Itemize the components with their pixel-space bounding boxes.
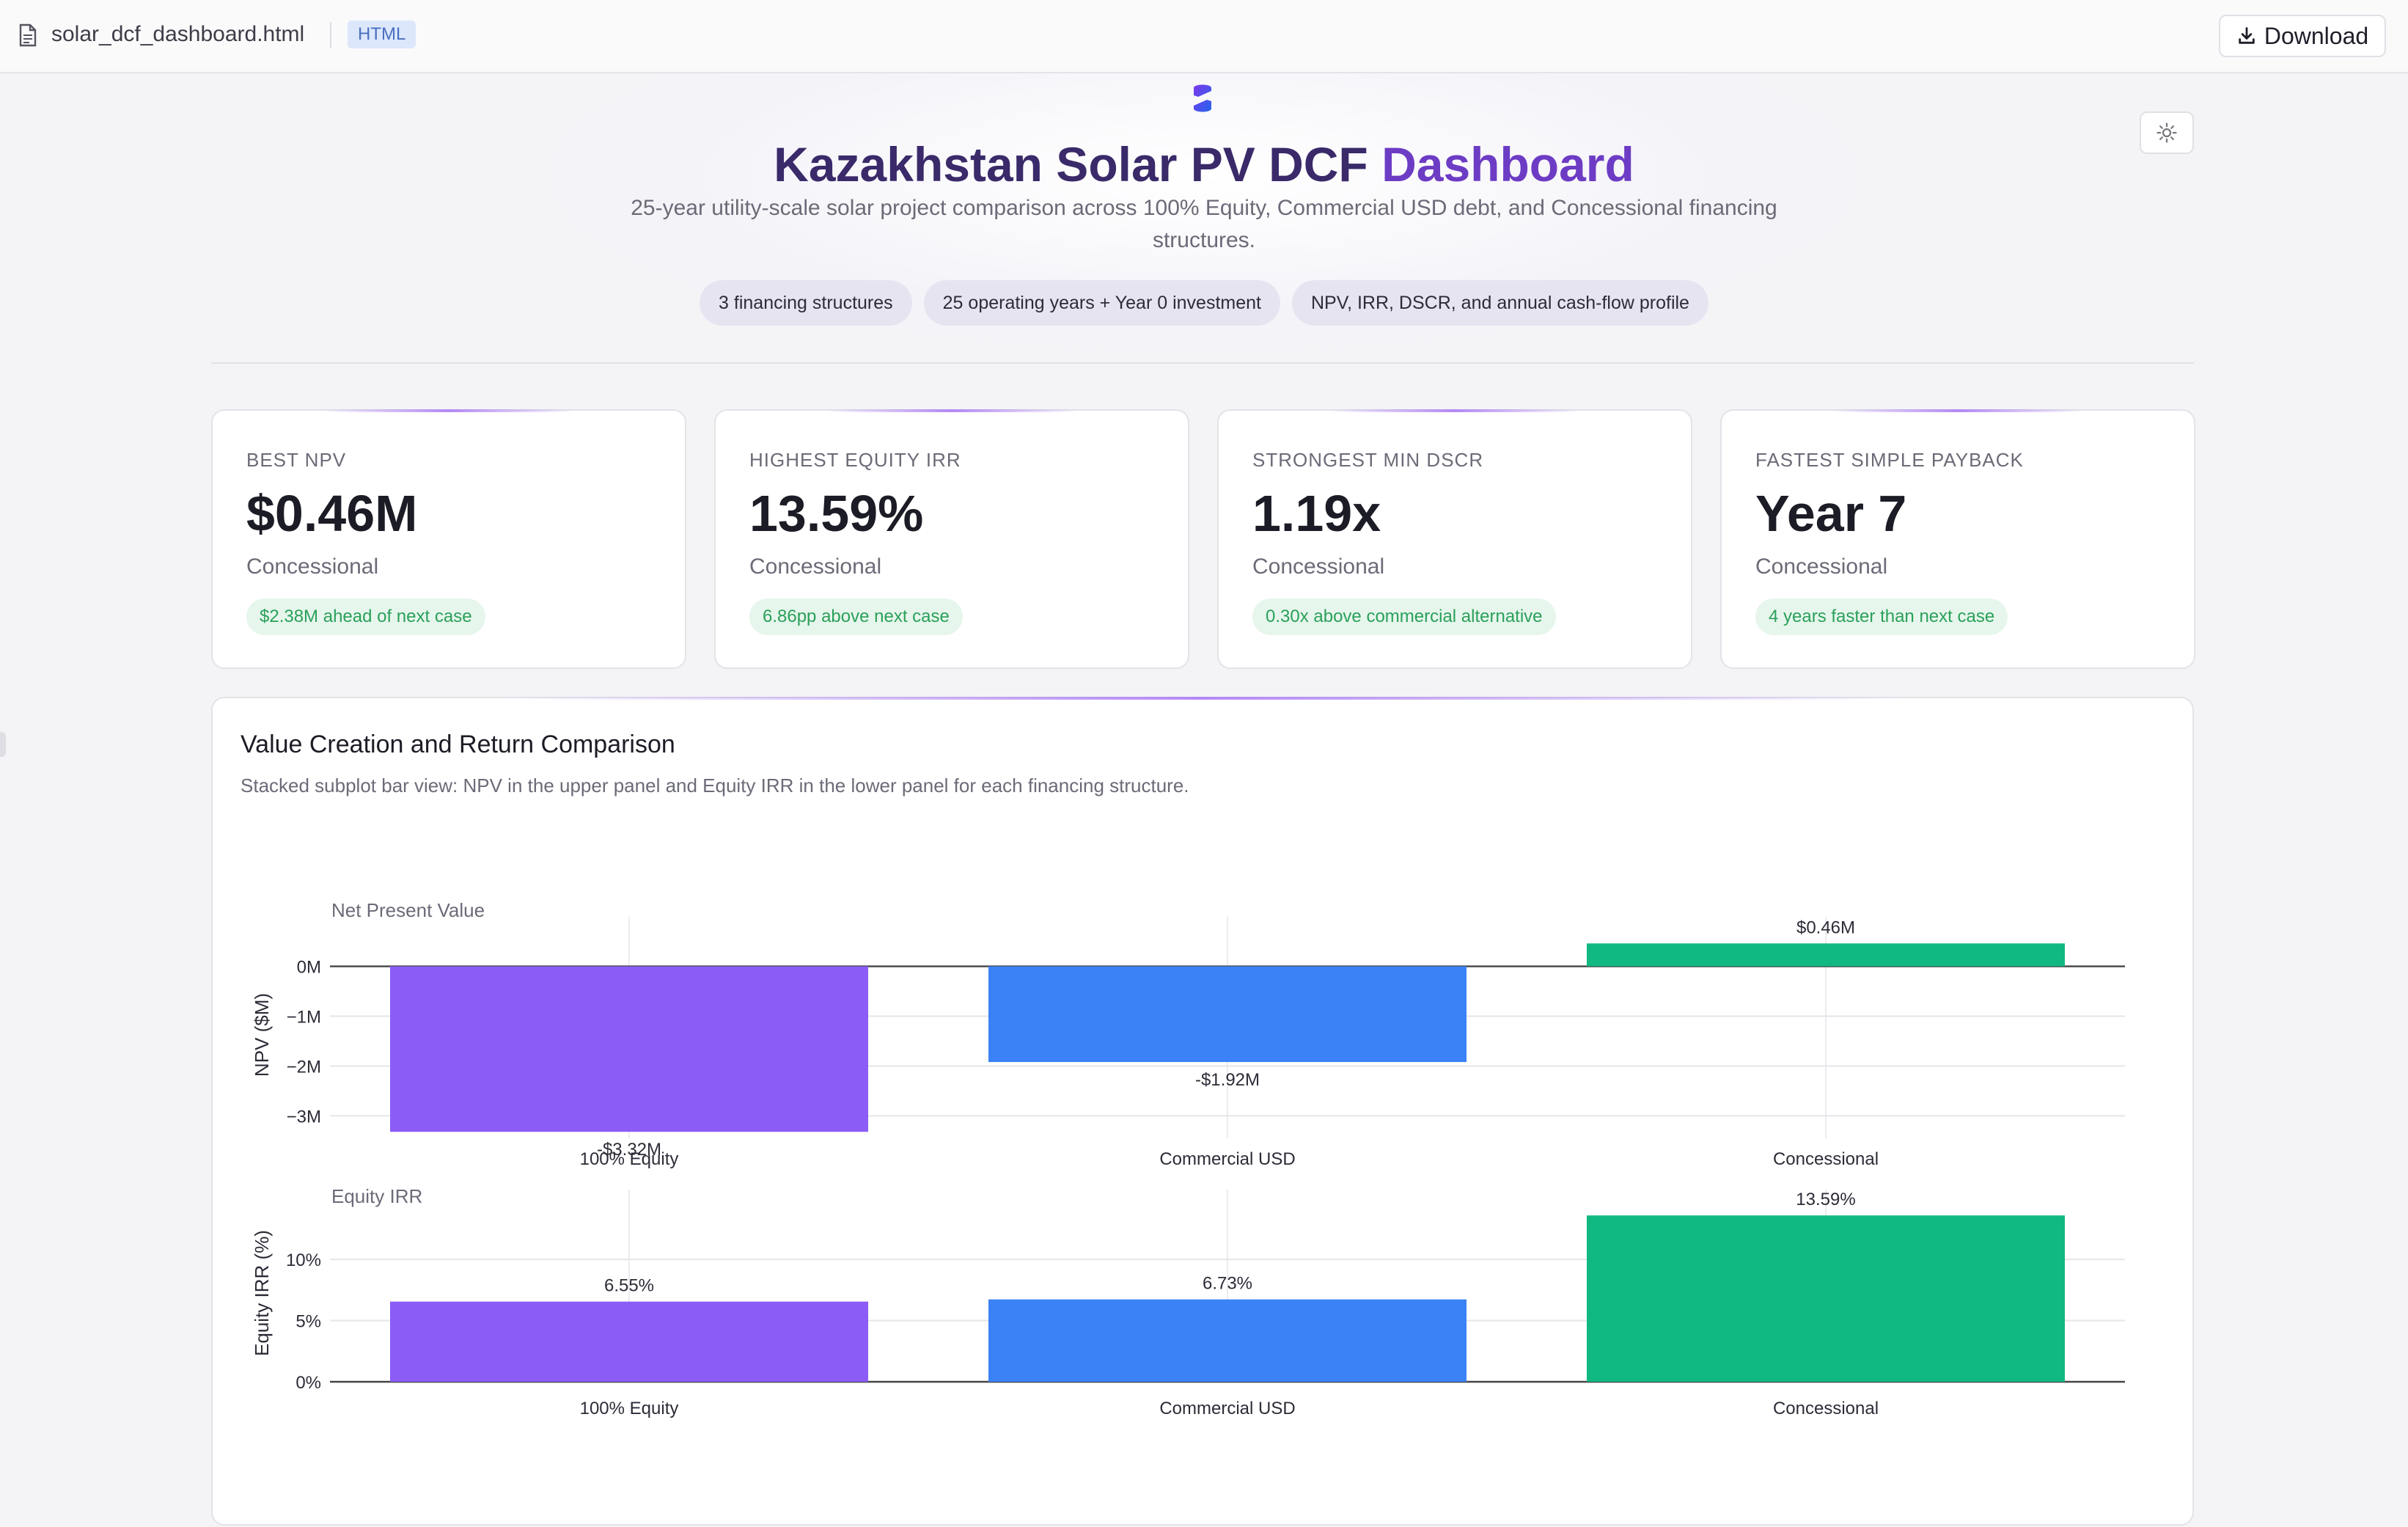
x-tick-label: Concessional <box>1773 1149 1879 1169</box>
kpi-subtitle: Concessional <box>749 554 882 579</box>
header-background <box>0 73 2408 381</box>
x-tick-label: 100% Equity <box>580 1149 679 1169</box>
bar-commercial-usd <box>988 1299 1467 1382</box>
data-label: 6.55% <box>604 1276 654 1296</box>
download-icon <box>2239 27 2255 44</box>
y-tick-label: −1M <box>287 1008 321 1028</box>
y-tick-label: −3M <box>287 1107 321 1127</box>
page-title: Kazakhstan Solar PV DCF Dashboard <box>0 136 2408 192</box>
chart-panel-description: Stacked subplot bar view: NPV in the upp… <box>241 775 1189 797</box>
kpi-subtitle: Concessional <box>246 554 379 579</box>
kpi-delta-badge: 6.86pp above next case <box>749 598 963 635</box>
file-icon <box>19 23 37 47</box>
data-label: 6.73% <box>1203 1274 1252 1294</box>
chart-svg[interactable]: Net Present Value NPV ($M) 0M −1M −2M −3M -$3.… <box>213 698 2195 1527</box>
download-label: Download <box>2264 22 2369 49</box>
data-label: 13.59% <box>1796 1190 1855 1209</box>
x-tick-label: Commercial USD <box>1159 1399 1295 1418</box>
chip-structures: 3 financing structures <box>700 280 912 326</box>
chip-years: 25 operating years + Year 0 investment <box>923 280 1280 326</box>
bar-commercial-usd <box>988 966 1467 1063</box>
kpi-delta-badge: 4 years faster than next case <box>1755 598 2008 635</box>
side-drawer-handle[interactable] <box>0 732 6 757</box>
header-divider <box>211 362 2194 364</box>
kpi-card-highest-irr: HIGHEST EQUITY IRR 13.59% Concessional 6… <box>714 409 1189 669</box>
data-label: -$1.92M <box>1195 1070 1260 1090</box>
kpi-subtitle: Concessional <box>1252 554 1385 579</box>
theme-toggle-button[interactable] <box>2140 111 2194 154</box>
title-main: Kazakhstan Solar PV DCF <box>774 137 1382 191</box>
chart-panel-title: Value Creation and Return Comparison <box>241 730 675 758</box>
chart-panel: Value Creation and Return Comparison Sta… <box>211 697 2194 1526</box>
y-tick-label: 0M <box>297 958 321 978</box>
y-axis-label: Equity IRR (%) <box>251 1230 273 1356</box>
bar-100-equity <box>390 966 868 1132</box>
summary-chips: 3 financing structures 25 operating year… <box>0 280 2408 326</box>
file-type-badge: HTML <box>348 21 416 48</box>
kpi-card-payback: FASTEST SIMPLE PAYBACK Year 7 Concession… <box>1720 409 2195 669</box>
kpi-label: STRONGEST MIN DSCR <box>1252 449 1484 471</box>
kpi-value: $0.46M <box>246 485 418 542</box>
subplot-title: Equity IRR <box>331 1185 422 1207</box>
sun-icon <box>2156 122 2177 143</box>
y-tick-label: 5% <box>296 1312 321 1332</box>
y-axis-label: NPV ($M) <box>251 993 273 1077</box>
kpi-delta-badge: 0.30x above commercial alternative <box>1252 598 1556 635</box>
kpi-label: HIGHEST EQUITY IRR <box>749 449 961 471</box>
subplot-title: Net Present Value <box>331 899 485 921</box>
y-tick-label: −2M <box>287 1057 321 1077</box>
data-label: $0.46M <box>1796 918 1855 937</box>
kpi-card-best-npv: BEST NPV $0.46M Concessional $2.38M ahea… <box>211 409 686 669</box>
kpi-value: Year 7 <box>1755 485 1907 542</box>
kpi-value: 13.59% <box>749 485 924 542</box>
file-name: solar_dcf_dashboard.html <box>51 22 305 46</box>
y-tick-label: 10% <box>286 1250 321 1270</box>
separator <box>330 22 331 48</box>
bar-concessional <box>1587 943 2065 967</box>
kpi-label: BEST NPV <box>246 449 347 471</box>
bar-100-equity <box>390 1301 868 1382</box>
download-button[interactable]: Download <box>2219 15 2386 57</box>
x-tick-label: Concessional <box>1773 1399 1879 1418</box>
x-tick-label: 100% Equity <box>580 1399 679 1418</box>
y-tick-label: 0% <box>296 1373 321 1393</box>
title-accent: Dashboard <box>1381 137 1634 191</box>
bar-concessional <box>1587 1215 2065 1382</box>
kpi-card-min-dscr: STRONGEST MIN DSCR 1.19x Concessional 0.… <box>1217 409 1692 669</box>
app-logo-icon <box>1194 84 1211 112</box>
chip-metrics: NPV, IRR, DSCR, and annual cash-flow pro… <box>1291 280 1708 326</box>
kpi-value: 1.19x <box>1252 485 1381 542</box>
top-bar: solar_dcf_dashboard.html HTML Download <box>0 0 2408 73</box>
kpi-subtitle: Concessional <box>1755 554 1888 579</box>
kpi-delta-badge: $2.38M ahead of next case <box>246 598 485 635</box>
data-label: -$3.32M <box>597 1140 661 1160</box>
x-tick-label: Commercial USD <box>1159 1149 1295 1169</box>
page-subtitle: 25-year utility-scale solar project comp… <box>631 196 1777 252</box>
kpi-label: FASTEST SIMPLE PAYBACK <box>1755 449 2024 471</box>
